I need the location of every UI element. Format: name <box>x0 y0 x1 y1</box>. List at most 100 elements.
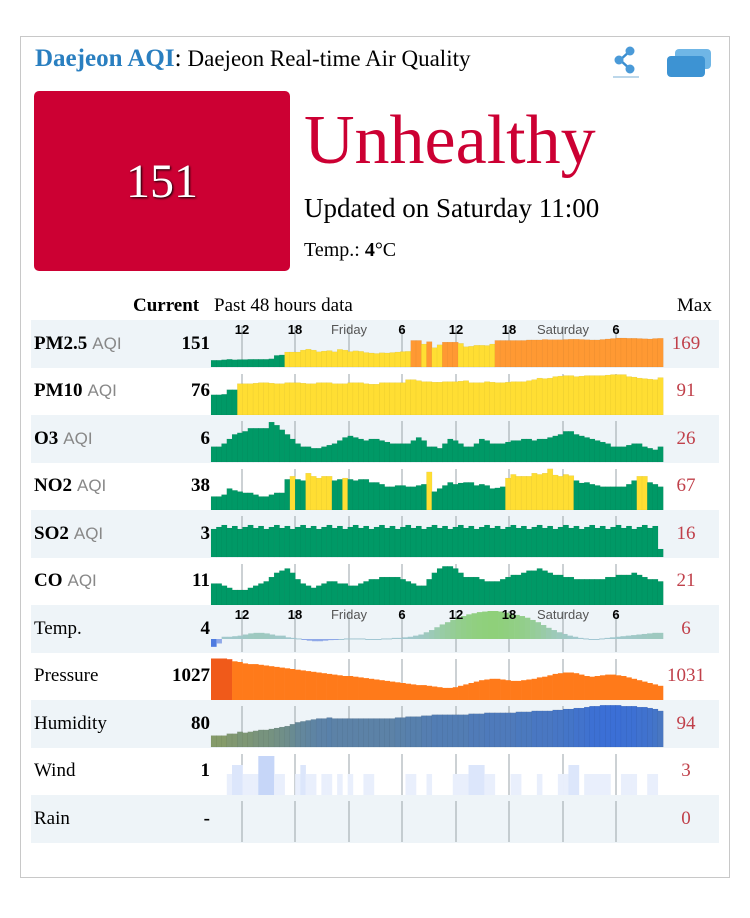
chart-bar <box>484 484 491 510</box>
row-history-chart[interactable]: 12 18 Friday 6 12 18 Saturday 6 <box>210 320 664 368</box>
chart-bar <box>599 705 606 748</box>
row-o3[interactable]: O3 AQI 6 26 <box>31 415 719 463</box>
row-no2[interactable]: NO2 AQI 38 67 <box>31 463 719 511</box>
chart-bar <box>599 578 606 605</box>
row-pressure[interactable]: Pressure 1027 1031 <box>31 653 719 701</box>
chart-bar <box>426 380 433 415</box>
chart-bar <box>284 478 291 510</box>
row-history-chart[interactable] <box>211 795 663 842</box>
row-pm10[interactable]: PM10 AQI 76 91 <box>31 368 719 416</box>
chart-bar <box>568 474 575 510</box>
chart-bar <box>473 528 480 558</box>
chart-bar <box>510 440 517 463</box>
chart-bar <box>610 338 617 368</box>
aqi-value: 151 <box>126 154 198 208</box>
chart-bar <box>426 526 433 558</box>
chart-bar <box>305 527 312 558</box>
chart-bar <box>226 636 233 639</box>
chart-bar <box>531 378 538 415</box>
chart-bar <box>365 639 371 640</box>
chart-bar <box>331 718 338 748</box>
chart-bar <box>368 352 375 368</box>
chart-bar <box>410 486 417 510</box>
chart-bar <box>221 735 228 748</box>
city-aqi-link[interactable]: Daejeon AQI <box>35 45 175 72</box>
chart-bar <box>242 431 249 463</box>
chart-bar <box>520 711 527 748</box>
chart-bar <box>610 576 617 605</box>
chart-bar <box>305 348 312 368</box>
chart-bar <box>541 527 548 558</box>
chart-bar <box>300 582 307 605</box>
row-so2[interactable]: SO2 AQI 3 16 <box>31 510 719 558</box>
chart-bar <box>405 773 412 795</box>
row-humidity[interactable]: Humidity 80 94 <box>31 700 719 748</box>
chart-bar <box>273 355 280 368</box>
row-history-chart[interactable] <box>210 368 664 415</box>
share-icon[interactable] <box>611 45 641 79</box>
row-pm25[interactable]: PM2.5 AQI 151 169 12 18 Friday 6 12 18 Saturday 6 <box>31 320 719 368</box>
chart-bar <box>379 352 385 368</box>
chart-bar <box>647 481 653 510</box>
chart-bar <box>557 526 564 558</box>
chart-bar <box>252 527 259 558</box>
chart-bar <box>447 565 454 605</box>
chart-bar <box>226 773 233 795</box>
chart-bar <box>237 359 243 368</box>
tabs-icon[interactable] <box>665 47 713 79</box>
chart-bar <box>482 611 488 639</box>
row-rain[interactable]: Rain - 0 <box>31 795 719 843</box>
chart-bar <box>431 572 438 605</box>
chart-bar <box>336 382 343 415</box>
chart-bar <box>594 374 601 415</box>
history-chart-svg <box>241 801 617 842</box>
chart-bar <box>450 619 456 639</box>
chart-bar <box>447 341 454 368</box>
row-history-chart[interactable]: 12 18 Friday 6 12 18 Saturday 6 <box>211 605 664 652</box>
chart-bar <box>478 381 485 415</box>
row-history-chart[interactable] <box>211 748 663 795</box>
chart-bar <box>368 438 375 463</box>
row-history-chart[interactable] <box>211 653 664 700</box>
chart-bar <box>641 338 648 368</box>
row-current-value: 151 <box>181 332 211 354</box>
chart-bar <box>336 718 343 748</box>
chart-bar <box>394 576 401 605</box>
row-history-chart[interactable] <box>210 558 664 605</box>
chart-bar <box>452 341 459 368</box>
chart-bar <box>247 587 254 605</box>
chart-bar <box>584 437 590 463</box>
chart-bar <box>221 443 228 463</box>
row-name: Pressure <box>34 665 99 687</box>
chart-bar <box>599 374 606 415</box>
chart-bar <box>494 525 501 558</box>
row-history-chart[interactable] <box>210 463 664 510</box>
chart-bar <box>210 360 217 368</box>
row-temp[interactable]: Temp. 4 6 12 18 Friday 6 12 18 Saturday 6 <box>31 605 719 653</box>
row-history-chart[interactable] <box>210 510 664 558</box>
chart-bar <box>578 707 585 748</box>
chart-bar <box>268 358 275 368</box>
chart-bar <box>489 343 496 368</box>
chart-bar <box>478 578 485 605</box>
row-co[interactable]: CO AQI 11 21 <box>31 558 719 606</box>
chart-bar <box>557 773 564 795</box>
row-history-chart[interactable] <box>210 700 664 748</box>
row-wind[interactable]: Wind 1 3 <box>31 748 719 796</box>
chart-bar <box>547 377 554 415</box>
chart-bar <box>625 635 632 639</box>
axis-tick-label: Saturday <box>537 607 590 622</box>
chart-bar <box>610 373 617 415</box>
chart-bar <box>247 428 254 463</box>
axis-tick-label: 6 <box>612 322 619 337</box>
chart-bar <box>610 674 616 700</box>
chart-bar <box>431 347 438 368</box>
chart-bar <box>520 438 527 463</box>
chart-bar <box>342 528 349 558</box>
row-history-chart[interactable] <box>210 415 664 463</box>
chart-bar <box>494 487 501 510</box>
chart-bar <box>370 639 377 640</box>
chart-bar <box>526 528 533 558</box>
chart-bar <box>363 525 370 558</box>
chart-bar <box>476 612 483 639</box>
